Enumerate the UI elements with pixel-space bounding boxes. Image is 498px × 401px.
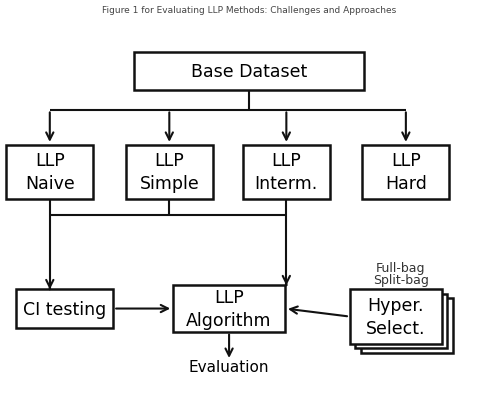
FancyBboxPatch shape [16,290,114,328]
Text: Evaluation: Evaluation [189,359,269,375]
FancyBboxPatch shape [361,298,453,353]
Text: LLP
Simple: LLP Simple [139,152,199,193]
FancyBboxPatch shape [350,290,442,344]
FancyBboxPatch shape [6,146,94,200]
Text: LLP
Hard: LLP Hard [385,152,427,193]
Text: LLP
Algorithm: LLP Algorithm [186,288,272,329]
Text: LLP
Interm.: LLP Interm. [254,152,318,193]
Text: Hyper.
Select.: Hyper. Select. [366,296,426,337]
FancyBboxPatch shape [173,286,285,332]
FancyBboxPatch shape [126,146,213,200]
FancyBboxPatch shape [362,146,449,200]
Text: Full-bag: Full-bag [376,262,426,275]
FancyBboxPatch shape [243,146,330,200]
Text: LLP
Naive: LLP Naive [25,152,75,193]
Text: Figure 1 for Evaluating LLP Methods: Challenges and Approaches: Figure 1 for Evaluating LLP Methods: Cha… [102,6,396,15]
Text: CI testing: CI testing [23,300,107,318]
Text: Base Dataset: Base Dataset [191,63,307,81]
FancyBboxPatch shape [356,294,448,348]
FancyBboxPatch shape [134,53,364,91]
Text: Split-bag: Split-bag [373,274,429,287]
